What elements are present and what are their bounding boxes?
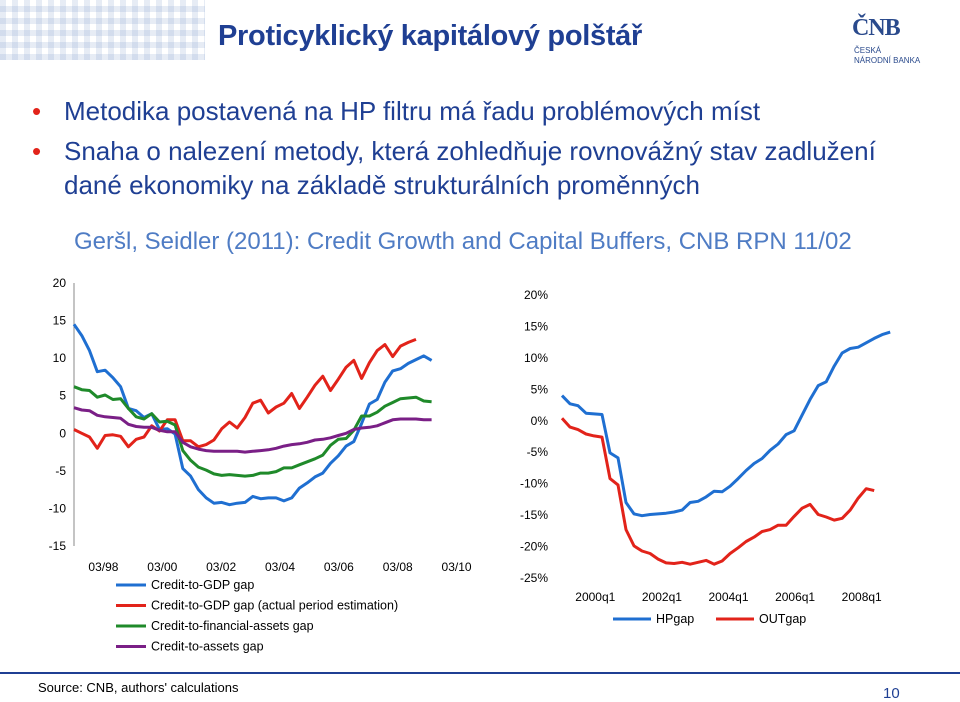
logo-text: ČESKÁ NÁRODNÍ BANKA [854,46,920,66]
y-tick-label: 5 [59,389,66,403]
x-tick-label: 03/00 [147,560,177,574]
y-tick-label: -20% [520,540,548,554]
chart-hp-out-gap: 20% 15% 10% 5% 0% -5% -10% -15% -20% -25% 2000q1 20… [520,288,891,626]
y-tick-label: -10 [49,501,67,515]
reference-note: Geršl, Seidler (2011): Credit Growth and… [74,228,852,255]
y-tick-label: 15% [524,319,548,333]
legend-label: Credit-to-GDP gap (actual period estimat… [151,599,398,613]
y-tick-label: -25% [520,571,548,585]
y-tick-label: 10 [53,351,67,365]
bullet-icon: • [32,96,42,126]
bullet-text: Metodika postavená na HP filtru má řadu … [64,96,761,126]
x-tick-label: 03/02 [206,560,236,574]
page-title: Proticyklický kapitálový polštář [218,20,642,52]
bullet-text: Snaha o nalezení metody, která zohledňuj… [64,136,876,200]
x-tick-label: 2006q1 [775,590,815,604]
series-line [560,330,891,518]
y-tick-label: 20% [524,288,548,302]
x-tick-label: 2008q1 [842,590,882,604]
x-tick-label: 03/08 [383,560,413,574]
y-tick-label: 0 [59,426,66,440]
legend-label: OUTgap [759,612,806,626]
logo-mark: ČNB [852,15,901,41]
x-tick-label: 2004q1 [708,590,748,604]
series-line [73,406,432,454]
chart-credit-gaps: 20 15 10 5 0 -5 -10 -15 03/98 03/00 03/02 03/04 03/0… [49,276,472,654]
legend-label: Credit-to-GDP gap [151,578,254,592]
x-tick-label: 03/06 [324,560,354,574]
y-tick-label: 0% [531,414,549,428]
x-tick-label: 2000q1 [575,590,615,604]
cnb-logo: ČNB ČESKÁ NÁRODNÍ BANKA [852,15,960,66]
y-tick-label: -5% [527,445,549,459]
y-tick-label: 15 [53,314,67,328]
legend-label: Credit-to-assets gap [151,640,264,654]
bullet-item: • Metodika postavená na HP filtru má řad… [32,94,932,128]
legend-label: HPgap [656,612,694,626]
y-tick-label: 5% [531,382,549,396]
page-number: 10 [883,685,900,702]
bullet-icon: • [32,136,42,166]
y-tick-label: -15% [520,508,548,522]
series-line [560,417,875,566]
y-tick-label: -5 [55,464,66,478]
footer-divider [0,672,960,674]
x-tick-label: 03/10 [442,560,472,574]
legend-label: Credit-to-financial-assets gap [151,619,314,633]
y-tick-label: -15 [49,539,67,553]
y-tick-label: 10% [524,351,548,365]
series-line [72,323,433,507]
series-line [73,338,417,450]
logo-line2: NÁRODNÍ BANKA [854,56,921,65]
bullet-list: • Metodika postavená na HP filtru má řad… [32,94,932,208]
x-tick-label: 2002q1 [642,590,682,604]
header-decoration [0,0,205,60]
source-note: Source: CNB, authors' calculations [38,680,239,695]
logo-line1: ČESKÁ [854,46,882,55]
x-tick-label: 03/04 [265,560,295,574]
y-tick-label: -10% [520,477,548,491]
y-tick-label: 20 [53,276,67,290]
series-line [73,385,432,478]
bullet-item: • Snaha o nalezení metody, která zohledň… [32,134,932,202]
x-tick-label: 03/98 [88,560,118,574]
